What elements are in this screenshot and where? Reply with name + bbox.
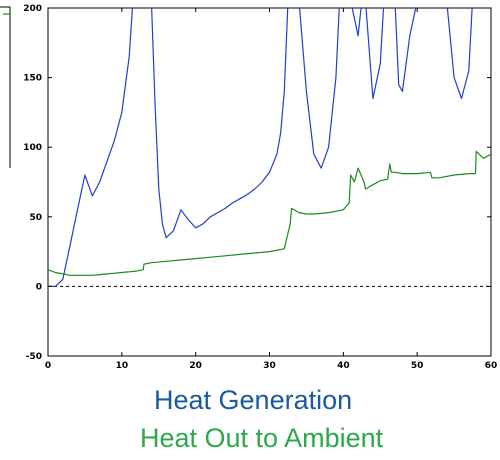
x-tick-label: 10 [116, 361, 129, 371]
y-tick-label: 100 [23, 143, 42, 153]
x-tick-label: 30 [263, 361, 276, 371]
x-tick-label: 50 [411, 361, 424, 371]
legend-heat-generation: Heat Generation [154, 385, 353, 415]
x-tick-label: 0 [45, 361, 51, 371]
legend-heat-out-to-ambient: Heat Out to Ambient [140, 423, 384, 453]
series-layer [48, 8, 491, 287]
cropped-adjacent-panel [0, 6, 11, 168]
x-tick-label: 20 [189, 361, 202, 371]
series-line-heat-generation [48, 8, 473, 287]
axes-frame [47, 7, 492, 357]
y-tick-label: 0 [36, 282, 42, 292]
y-tick-label: -50 [26, 352, 42, 362]
y-tick-label: 150 [23, 74, 42, 84]
series-line-heat-out-to-ambient [48, 150, 491, 276]
x-tick-label: 60 [485, 361, 498, 371]
y-tick-label: 200 [23, 4, 42, 14]
x-tick-label: 40 [337, 361, 350, 371]
y-tick-label: 50 [29, 213, 42, 223]
